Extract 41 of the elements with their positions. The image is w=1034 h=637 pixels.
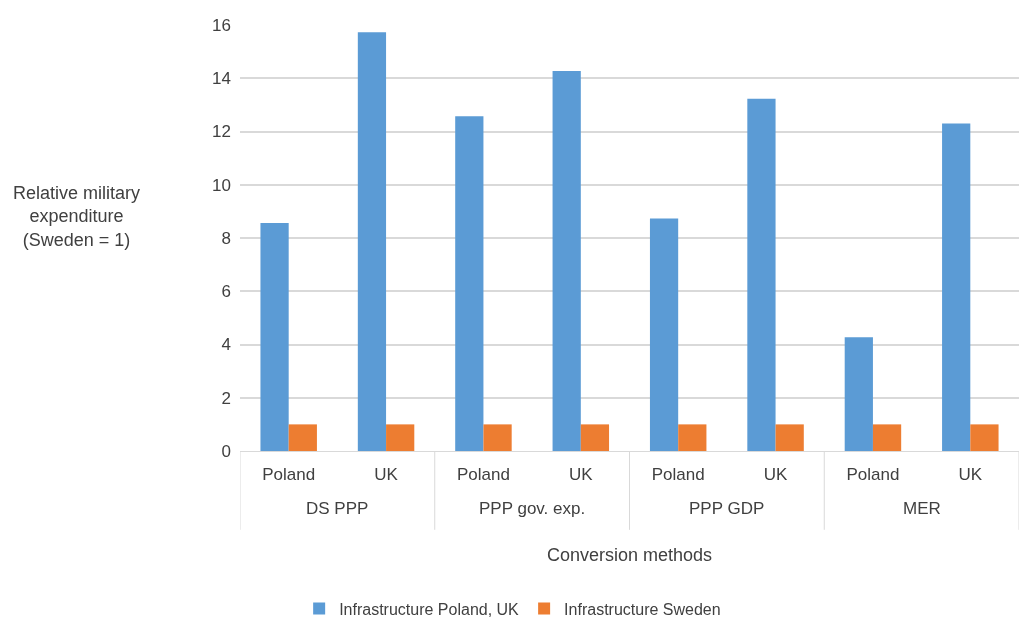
bar (649, 218, 679, 451)
x-tick-label: UK (958, 465, 983, 485)
x-tick-label: Poland (456, 465, 510, 485)
bar (483, 424, 512, 451)
x-tick-label: UK (569, 465, 594, 485)
bar (970, 424, 999, 451)
y-tick-label: 12 (212, 122, 231, 142)
bar (386, 424, 415, 451)
y-tick-label: 4 (221, 335, 231, 355)
text: MER (903, 499, 941, 518)
y-tick-label: 2 (221, 388, 231, 408)
bar (844, 337, 873, 451)
y-tick-label: 6 (221, 282, 231, 302)
x-tick-label: Poland (262, 465, 316, 485)
bar (357, 32, 387, 451)
text: PPP GDP (689, 499, 765, 518)
x-tick-label: Poland (846, 465, 900, 485)
legend-label: Infrastructure Poland, UK (339, 600, 520, 618)
text: DS PPP (306, 499, 369, 518)
bar (942, 123, 971, 451)
y-tick-label: 10 (212, 175, 231, 195)
bar (747, 98, 776, 451)
bar (580, 424, 610, 451)
y-tick-label: 0 (221, 441, 231, 461)
x-tick-label: UK (374, 465, 399, 485)
bar (872, 424, 902, 451)
x-axis-title: Conversion methods (547, 545, 713, 565)
bar (678, 424, 707, 451)
y-tick-label: 14 (212, 69, 231, 89)
x-tick-label: Poland (651, 465, 705, 485)
bar (288, 424, 317, 451)
y-tick-label: 16 (212, 15, 231, 35)
bar (775, 424, 804, 451)
x-tick-label: UK (763, 465, 789, 485)
text: PPP gov. exp. (479, 499, 586, 518)
y-axis-title: Relative military expenditure (Sweden = 1) (13, 183, 141, 250)
legend-label: Infrastructure Sweden (564, 600, 721, 618)
bar (552, 71, 581, 451)
bar (455, 116, 484, 451)
bar (260, 223, 289, 451)
y-tick-label: 8 (221, 228, 231, 248)
